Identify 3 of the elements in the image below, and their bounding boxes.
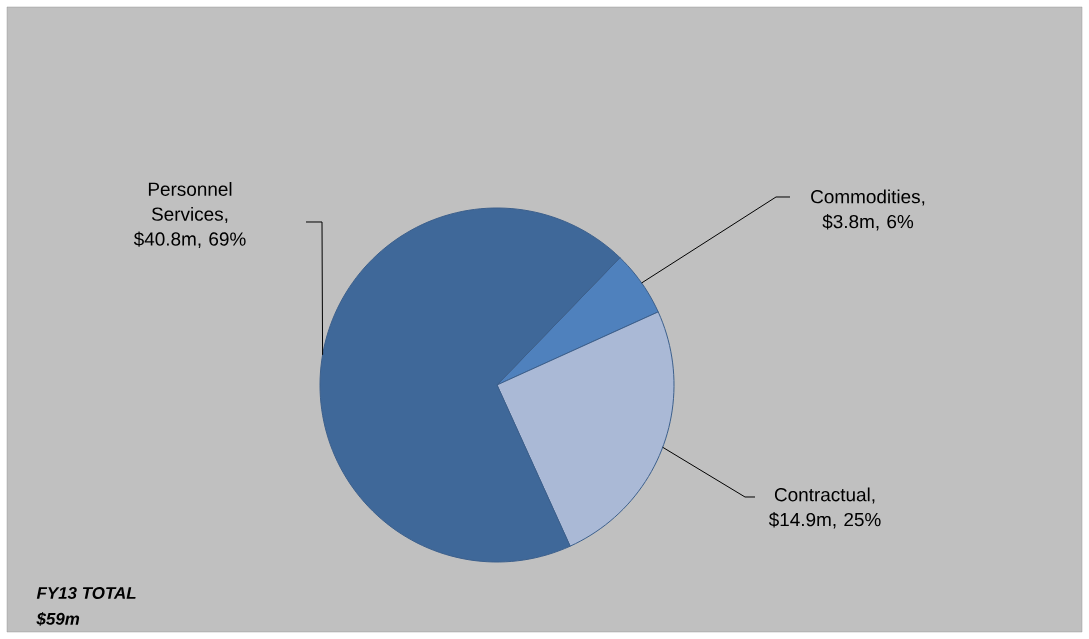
text: FY13 TOTAL xyxy=(36,587,136,599)
text: $59m xyxy=(36,612,80,626)
slice-label: Commodities xyxy=(811,189,920,204)
